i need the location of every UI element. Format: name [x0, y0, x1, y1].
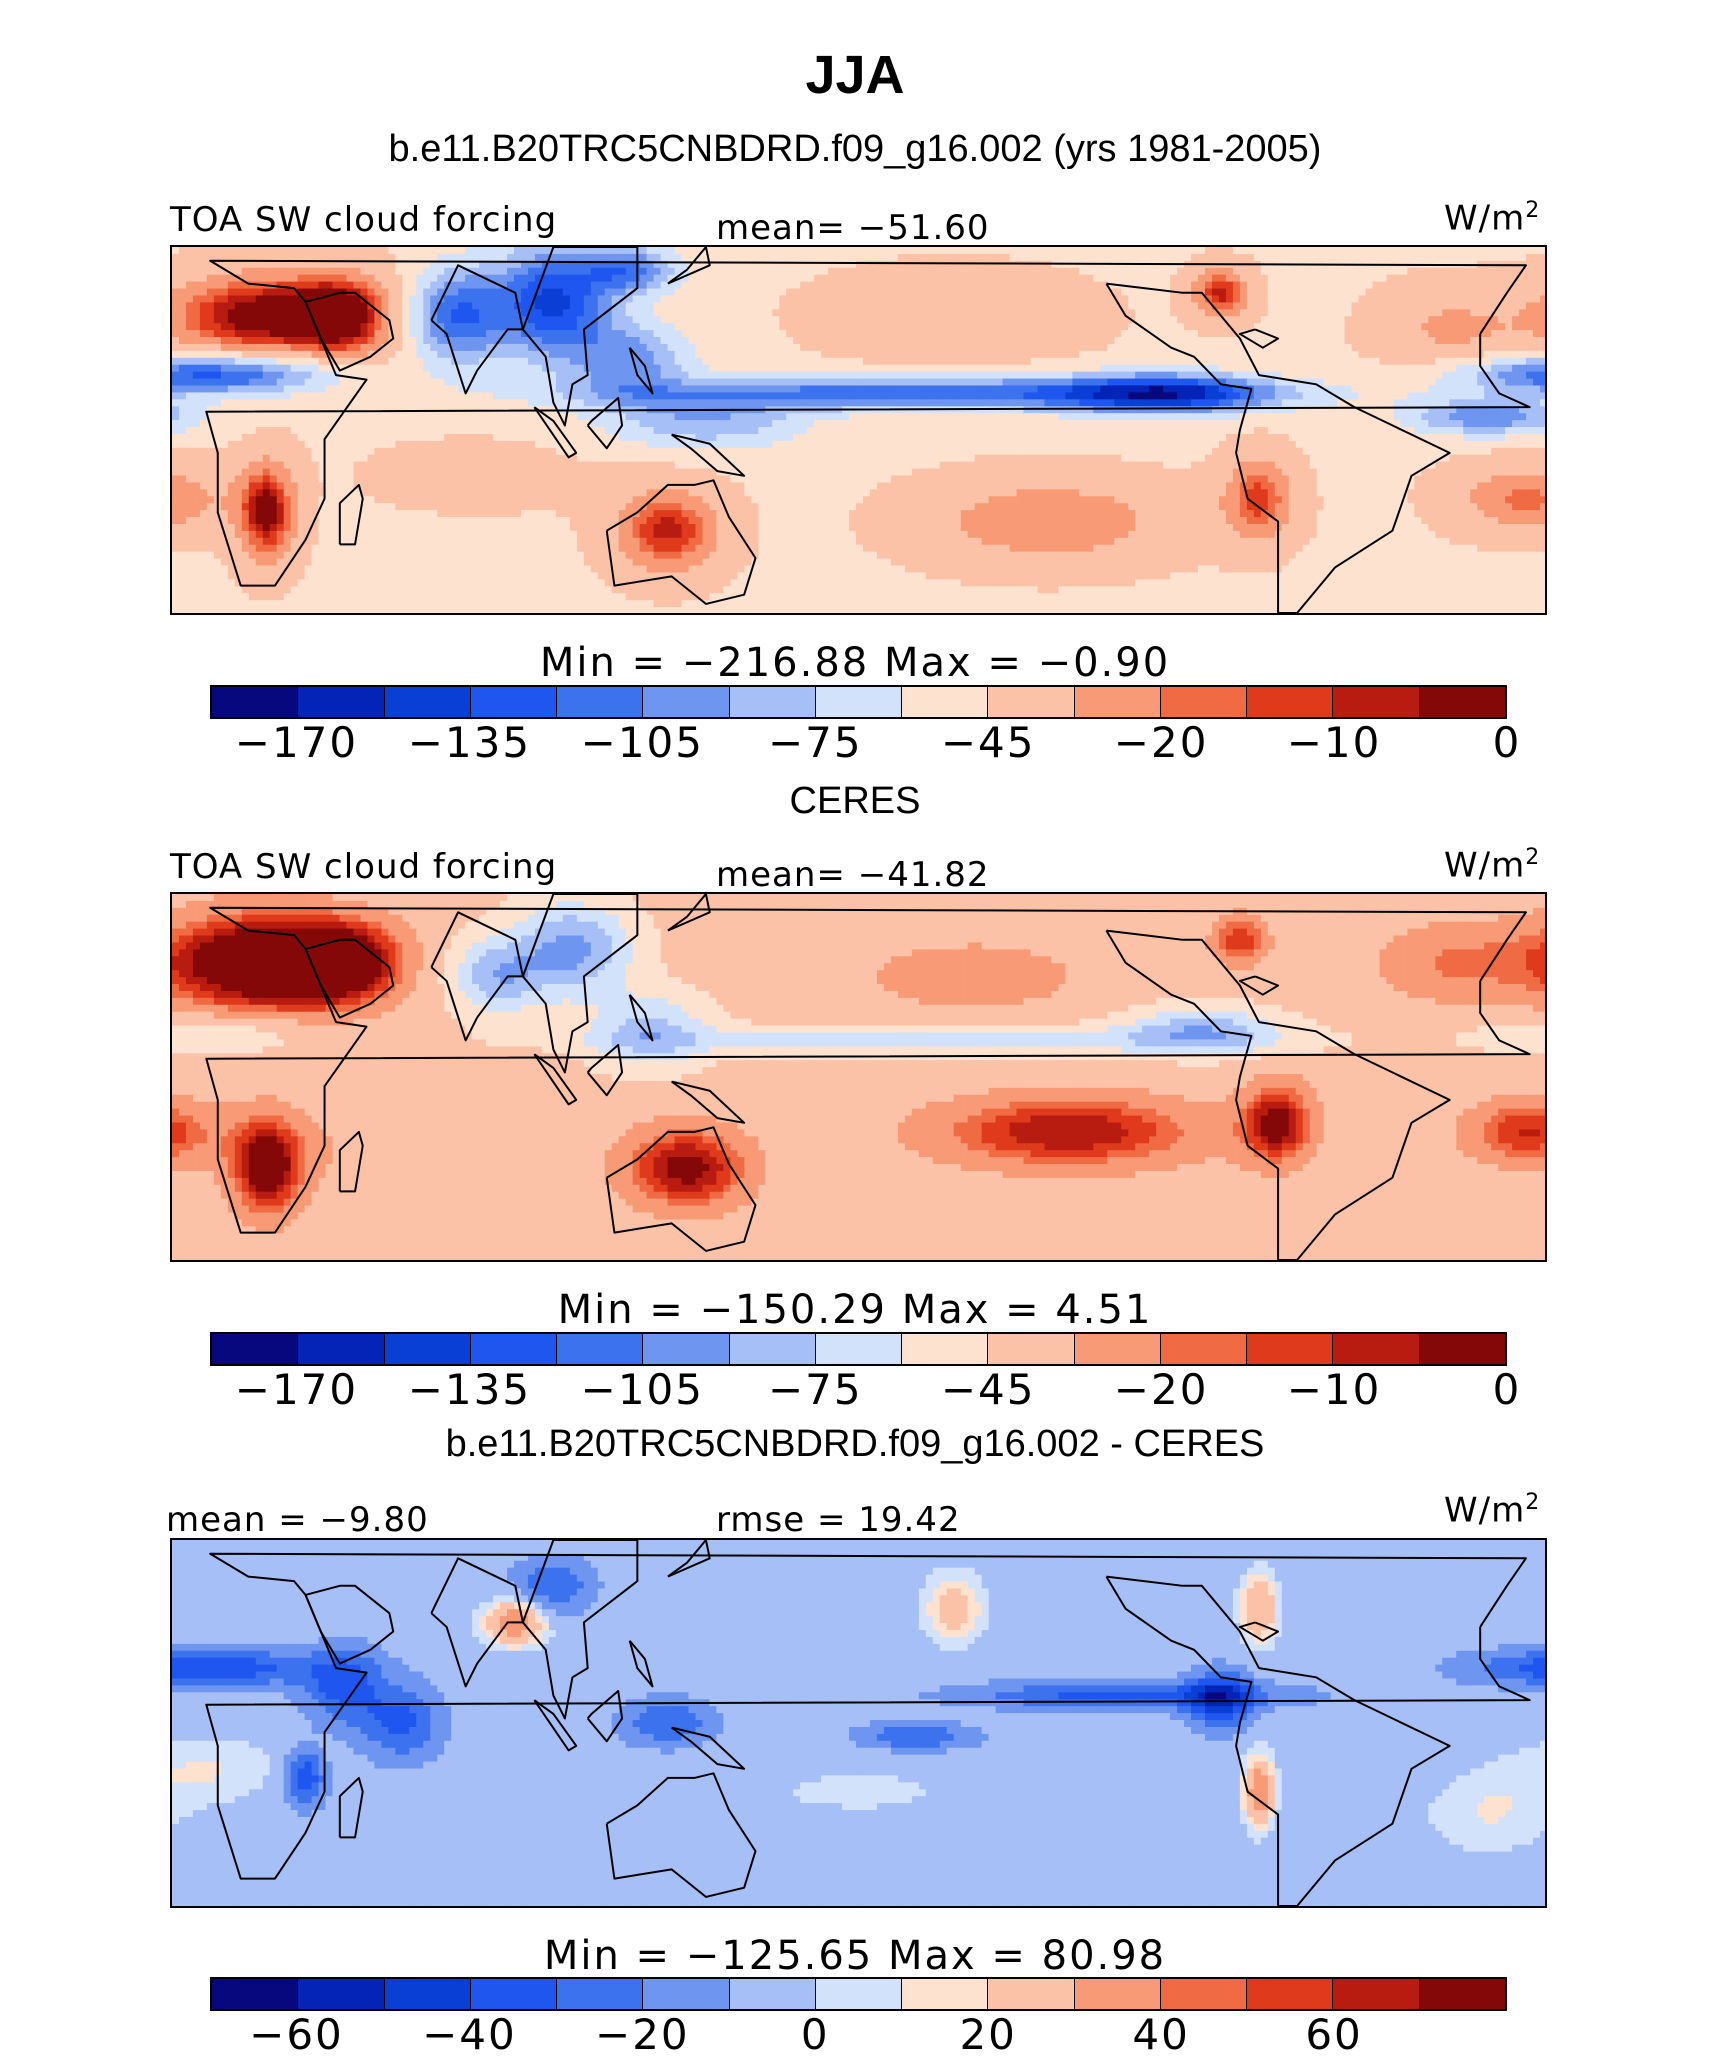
- colorbar-cell: [470, 1334, 558, 1364]
- colorbar-tick-label: −20: [1114, 1365, 1209, 1414]
- colorbar-cell: [1074, 1979, 1161, 2009]
- colorbar-cell: [298, 1334, 385, 1364]
- colorbar-cell: [384, 1979, 471, 2009]
- colorbar-cell: [815, 1334, 903, 1364]
- colorbar-tick-label: 0: [1493, 1365, 1522, 1414]
- main-title: JJA: [0, 44, 1710, 106]
- colorbar-tick-label: −135: [408, 1365, 531, 1414]
- panel-2-units: W/m2: [1444, 845, 1540, 885]
- colorbar-tick-label: −10: [1287, 1365, 1382, 1414]
- colorbar-cell: [212, 1334, 299, 1364]
- colorbar-cell: [902, 687, 989, 717]
- colorbar-tick-label: −20: [1114, 718, 1209, 767]
- colorbar-cell: [643, 1334, 730, 1364]
- panel-3-min-max: Min = −125.65 Max = 80.98: [0, 1933, 1710, 1979]
- colorbar-cell: [902, 1334, 989, 1364]
- contour-field: [172, 247, 1545, 613]
- colorbar-cell: [1247, 1979, 1334, 2009]
- contour-field: [172, 894, 1545, 1260]
- colorbar-cell: [1333, 1979, 1420, 2009]
- colorbar-cell: [1160, 1334, 1248, 1364]
- colorbar-tick-label: −45: [941, 718, 1036, 767]
- contour-field: [172, 1540, 1545, 1906]
- colorbar-cell: [1247, 1334, 1334, 1364]
- colorbar-cell: [1247, 687, 1334, 717]
- colorbar-cell: [384, 687, 471, 717]
- colorbar-cell: [902, 1979, 989, 2009]
- coastlines: [205, 247, 1531, 613]
- colorbar-cell: [470, 687, 558, 717]
- panel-2-variable-label: TOA SW cloud forcing: [170, 847, 557, 887]
- panel-2-colorbar: [210, 1332, 1507, 1366]
- panel-1-variable-label: TOA SW cloud forcing: [170, 200, 557, 240]
- colorbar-cell: [1074, 687, 1161, 717]
- panel-3-mean-label: mean = −9.80: [166, 1500, 429, 1540]
- panel-1-title: b.e11.B20TRC5CNBDRD.f09_g16.002 (yrs 198…: [0, 128, 1710, 171]
- panel-1-colorbar: [210, 685, 1507, 719]
- colorbar-tick-label: 20: [959, 2010, 1016, 2059]
- panel-2-mean-label: mean= −41.82: [716, 855, 990, 895]
- colorbar-cell: [729, 687, 816, 717]
- colorbar-cell: [988, 1979, 1075, 2009]
- colorbar-tick-label: 60: [1305, 2010, 1362, 2059]
- colorbar-cell: [815, 687, 903, 717]
- coastlines: [205, 894, 1531, 1260]
- colorbar-cell: [1074, 1334, 1161, 1364]
- colorbar-cell: [815, 1979, 903, 2009]
- coastlines: [205, 1540, 1531, 1906]
- colorbar-tick-label: −45: [941, 1365, 1036, 1414]
- colorbar-cell: [212, 1979, 299, 2009]
- panel-1-min-max: Min = −216.88 Max = −0.90: [0, 640, 1710, 686]
- panel-3-map: [170, 1538, 1547, 1908]
- colorbar-cell: [212, 687, 299, 717]
- panel-2-min-max: Min = −150.29 Max = 4.51: [0, 1287, 1710, 1333]
- colorbar-cell: [1419, 1334, 1505, 1364]
- colorbar-tick-label: 0: [1493, 718, 1522, 767]
- panel-2-title: CERES: [0, 780, 1710, 823]
- panel-3-rmse-label: rmse = 19.42: [716, 1500, 961, 1540]
- colorbar-cell: [1160, 1979, 1248, 2009]
- colorbar-cell: [1419, 1979, 1505, 2009]
- colorbar-tick-label: −170: [235, 1365, 358, 1414]
- colorbar-cell: [557, 1334, 644, 1364]
- panel-1-mean-label: mean= −51.60: [716, 208, 990, 248]
- panel-3-title: b.e11.B20TRC5CNBDRD.f09_g16.002 - CERES: [0, 1423, 1710, 1466]
- colorbar-tick-label: −20: [595, 2010, 690, 2059]
- colorbar-tick-label: −75: [768, 1365, 863, 1414]
- colorbar-cell: [298, 1979, 385, 2009]
- colorbar-tick-label: −105: [581, 1365, 704, 1414]
- colorbar-cell: [557, 687, 644, 717]
- colorbar-cell: [470, 1979, 558, 2009]
- colorbar-cell: [298, 687, 385, 717]
- panel-1-map: [170, 245, 1547, 615]
- colorbar-tick-label: −75: [768, 718, 863, 767]
- panel-3-units: W/m2: [1444, 1490, 1540, 1530]
- colorbar-tick-label: −170: [235, 718, 358, 767]
- colorbar-cell: [1160, 687, 1248, 717]
- colorbar-tick-label: −135: [408, 718, 531, 767]
- colorbar-tick-label: −10: [1287, 718, 1382, 767]
- colorbar-cell: [988, 1334, 1075, 1364]
- colorbar-tick-label: −40: [422, 2010, 517, 2059]
- colorbar-cell: [1333, 1334, 1420, 1364]
- colorbar-cell: [1419, 687, 1505, 717]
- colorbar-cell: [643, 1979, 730, 2009]
- panel-1-units: W/m2: [1444, 198, 1540, 238]
- colorbar-cell: [1333, 687, 1420, 717]
- colorbar-cell: [729, 1334, 816, 1364]
- colorbar-tick-label: −105: [581, 718, 704, 767]
- colorbar-cell: [729, 1979, 816, 2009]
- colorbar-cell: [988, 687, 1075, 717]
- colorbar-cell: [384, 1334, 471, 1364]
- colorbar-tick-label: 0: [801, 2010, 830, 2059]
- colorbar-cell: [643, 687, 730, 717]
- colorbar-tick-label: 40: [1132, 2010, 1189, 2059]
- colorbar-tick-label: −60: [249, 2010, 344, 2059]
- panel-2-map: [170, 892, 1547, 1262]
- colorbar-cell: [557, 1979, 644, 2009]
- panel-3-colorbar: [210, 1977, 1507, 2011]
